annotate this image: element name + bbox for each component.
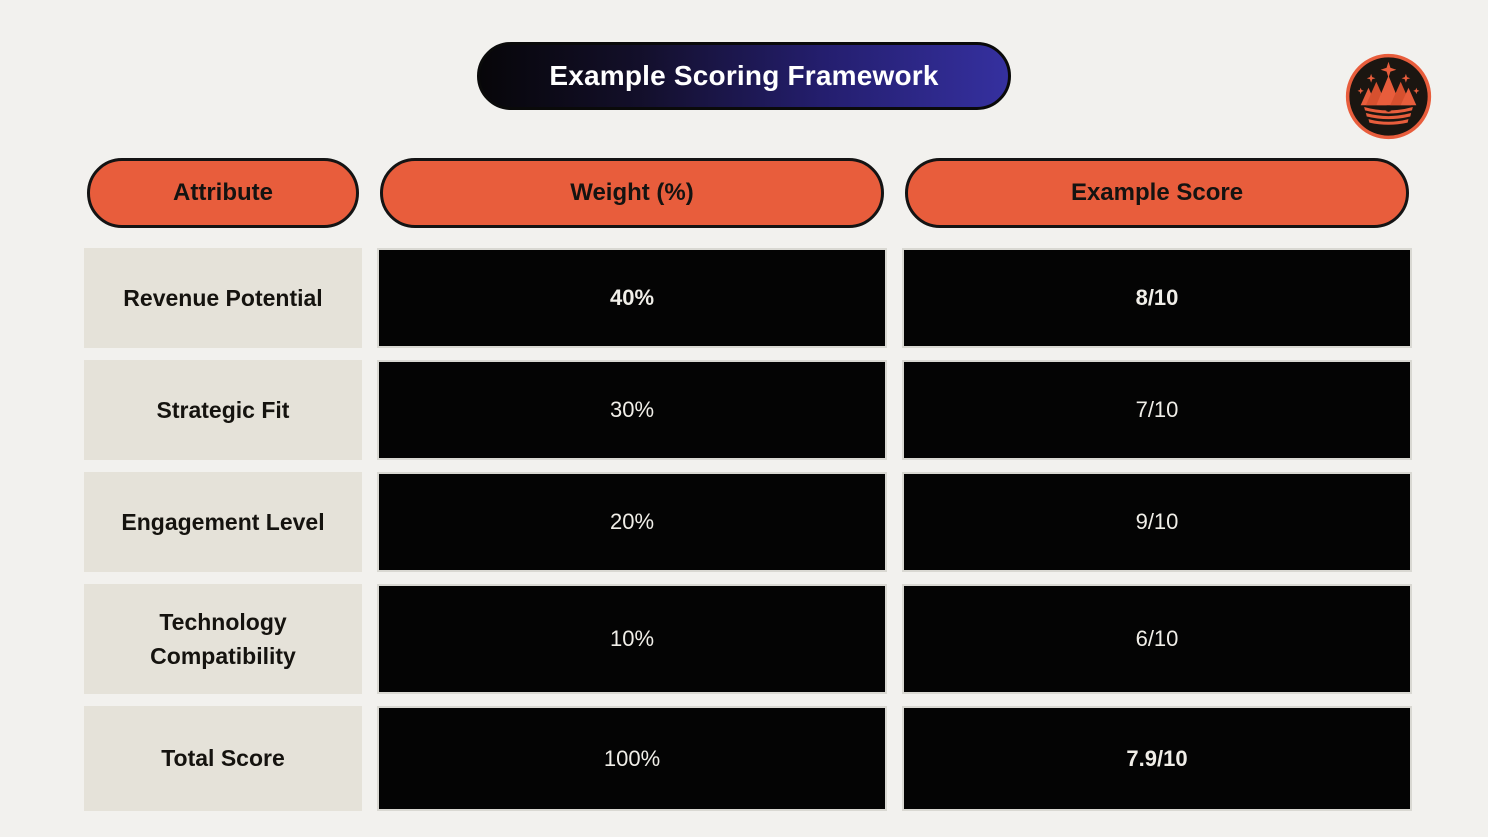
- table-row-technology-compatibility: Technology Compatibility 10% 6/10: [84, 584, 1413, 694]
- score-cell: 6/10: [902, 584, 1412, 694]
- column-header-weight-label: Weight (%): [570, 179, 694, 206]
- weight-cell: 40%: [377, 248, 887, 348]
- score-cell: 9/10: [902, 472, 1412, 572]
- table-row-engagement-level: Engagement Level 20% 9/10: [84, 472, 1413, 572]
- scoring-table: Attribute Weight (%) Example Score Reven…: [84, 158, 1413, 823]
- column-header-attribute-label: Attribute: [173, 179, 273, 206]
- column-header-example-score-label: Example Score: [1070, 179, 1244, 206]
- attribute-cell: Strategic Fit: [84, 360, 362, 460]
- table-row-revenue-potential: Revenue Potential 40% 8/10: [84, 248, 1413, 348]
- page-title: Example Scoring Framework: [549, 60, 939, 91]
- column-header-attribute: Attribute: [87, 158, 359, 228]
- table-header-row: Attribute Weight (%) Example Score: [84, 158, 1413, 228]
- column-header-weight: Weight (%): [380, 158, 884, 228]
- attribute-cell: Technology Compatibility: [84, 584, 362, 694]
- mountain-crown-logo-icon: [1345, 53, 1432, 140]
- weight-cell: 20%: [377, 472, 887, 572]
- weight-cell: 30%: [377, 360, 887, 460]
- score-cell: 7/10: [902, 360, 1412, 460]
- attribute-cell: Revenue Potential: [84, 248, 362, 348]
- weight-cell: 10%: [377, 584, 887, 694]
- title-pill: Example Scoring Framework: [477, 42, 1011, 110]
- table-row-strategic-fit: Strategic Fit 30% 7/10: [84, 360, 1413, 460]
- score-cell: 7.9/10: [902, 706, 1412, 811]
- attribute-cell: Engagement Level: [84, 472, 362, 572]
- score-cell: 8/10: [902, 248, 1412, 348]
- weight-cell: 100%: [377, 706, 887, 811]
- attribute-cell: Total Score: [84, 706, 362, 811]
- column-header-example-score: Example Score: [905, 158, 1409, 228]
- table-row-total-score: Total Score 100% 7.9/10: [84, 706, 1413, 811]
